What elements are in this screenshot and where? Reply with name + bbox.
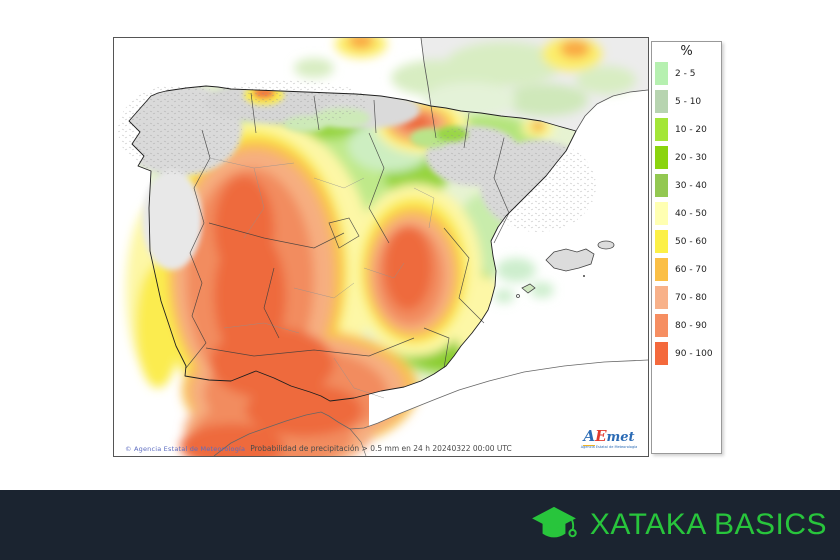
legend-label: 50 - 60 xyxy=(675,236,707,247)
legend-item: 70 - 80 xyxy=(655,286,721,309)
africa-coastline xyxy=(213,359,648,456)
iberia-coastline xyxy=(128,85,577,402)
aemet-logo: AEmet Agencia Estatal de Meteorología xyxy=(578,424,640,454)
legend-item: 2 - 5 xyxy=(655,62,721,85)
legend-title: % xyxy=(680,44,693,59)
legend-swatch xyxy=(655,174,668,197)
legend-label: 60 - 70 xyxy=(675,264,707,275)
graduation-cap-icon xyxy=(531,506,577,538)
legend-label: 40 - 50 xyxy=(675,208,707,219)
legend-swatch xyxy=(655,118,668,141)
brand-name: XATAKA BASICS xyxy=(589,508,827,541)
map-attribution: © Agencia Estatal de Meteorología xyxy=(125,445,246,453)
sea-france-probability-blobs xyxy=(294,38,636,303)
legend-item: 40 - 50 xyxy=(655,202,721,225)
legend-label: 30 - 40 xyxy=(675,180,707,191)
legend-swatch xyxy=(655,230,668,253)
legend-swatch xyxy=(655,314,668,337)
aemet-logo-e: E xyxy=(595,427,607,445)
legend-swatch xyxy=(655,258,668,281)
region-borders xyxy=(185,92,510,369)
legend-items: 2 - 5 5 - 10 10 - 20 20 - 30 30 - 40 40 - 50 5… xyxy=(652,59,721,365)
legend-label: 2 - 5 xyxy=(675,68,696,79)
aemet-logo-met: met xyxy=(606,430,635,445)
legend-item: 50 - 60 xyxy=(655,230,721,253)
legend-label: 5 - 10 xyxy=(675,96,702,107)
legend-item: 10 - 20 xyxy=(655,118,721,141)
legend-item: 80 - 90 xyxy=(655,314,721,337)
legend-item: 90 - 100 xyxy=(655,342,721,365)
brand-bar: XATAKA BASICS xyxy=(0,490,840,560)
legend-label: 20 - 30 xyxy=(675,152,707,163)
morocco-border xyxy=(349,428,367,456)
legend-swatch xyxy=(655,286,668,309)
legend-label: 80 - 90 xyxy=(675,320,707,331)
probability-field xyxy=(126,90,579,456)
aemet-logo-text: AEmet xyxy=(583,427,635,446)
legend-label: 90 - 100 xyxy=(675,348,713,359)
aemet-logo-a: A xyxy=(583,427,596,446)
map-caption: Probabilidad de precipitación > 0.5 mm e… xyxy=(250,444,512,453)
precipitation-map: © Agencia Estatal de Meteorología Probab… xyxy=(113,37,649,457)
legend-swatch xyxy=(655,342,668,365)
legend-label: 70 - 80 xyxy=(675,292,707,303)
legend-label: 10 - 20 xyxy=(675,124,707,135)
france-coastline xyxy=(420,38,648,132)
province-borders xyxy=(209,157,435,399)
balearic-islands xyxy=(516,240,615,298)
legend-item: 5 - 10 xyxy=(655,90,721,113)
probability-legend: % 2 - 5 5 - 10 10 - 20 20 - 30 30 - 40 40 - 5… xyxy=(651,41,722,454)
legend-item: 30 - 40 xyxy=(655,174,721,197)
legend-swatch xyxy=(655,202,668,225)
legend-item: 60 - 70 xyxy=(655,258,721,281)
iberia-map-graphic xyxy=(114,38,648,456)
aemet-logo-subtitle: Agencia Estatal de Meteorología xyxy=(580,444,638,449)
legend-swatch xyxy=(655,62,668,85)
legend-swatch xyxy=(655,90,668,113)
legend-swatch xyxy=(655,146,668,169)
legend-item: 20 - 30 xyxy=(655,146,721,169)
